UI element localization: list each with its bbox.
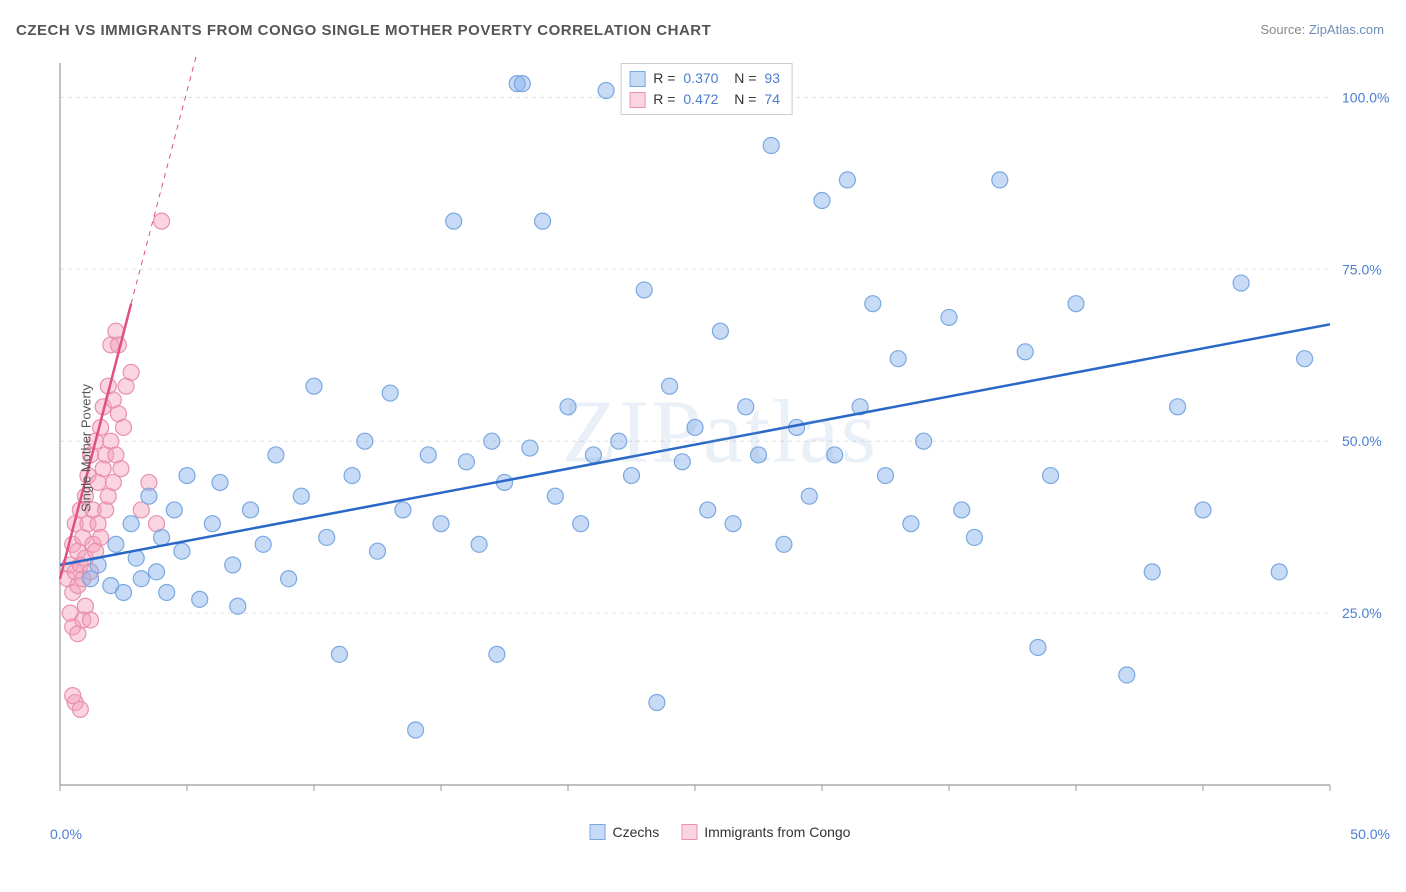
n-value-czechs: 93 [764, 68, 780, 89]
source-prefix: Source: [1260, 22, 1308, 37]
swatch-czechs-bottom [590, 824, 606, 840]
legend-label-czechs: Czechs [613, 824, 660, 840]
swatch-czechs [629, 71, 645, 87]
svg-text:100.0%: 100.0% [1342, 89, 1389, 105]
legend-label-congo: Immigrants from Congo [704, 824, 850, 840]
chart-title: CZECH VS IMMIGRANTS FROM CONGO SINGLE MO… [16, 22, 711, 39]
source-link[interactable]: ZipAtlas.com [1309, 22, 1384, 37]
legend-item-congo: Immigrants from Congo [681, 824, 850, 840]
source-attribution: Source: ZipAtlas.com [1260, 22, 1384, 37]
legend-row-congo: R = 0.472 N = 74 [629, 89, 780, 110]
r-value-czechs: 0.370 [683, 68, 718, 89]
n-value-congo: 74 [764, 89, 780, 110]
x-axis-min-label: 0.0% [50, 826, 82, 842]
legend-item-czechs: Czechs [590, 824, 660, 840]
svg-text:75.0%: 75.0% [1342, 261, 1382, 277]
scatter-plot: 25.0% 50.0% 75.0% 100.0% [50, 55, 1390, 815]
x-axis-max-label: 50.0% [1350, 826, 1390, 842]
series-legend: Czechs Immigrants from Congo [590, 824, 851, 840]
swatch-congo-bottom [681, 824, 697, 840]
swatch-congo [629, 92, 645, 108]
r-value-congo: 0.472 [683, 89, 718, 110]
svg-text:50.0%: 50.0% [1342, 433, 1382, 449]
correlation-legend: R = 0.370 N = 93 R = 0.472 N = 74 [620, 63, 793, 115]
svg-text:25.0%: 25.0% [1342, 605, 1382, 621]
chart-area: Single Mother Poverty 25.0% 50.0% 75.0% 100… [50, 55, 1390, 840]
y-axis-label: Single Mother Poverty [78, 384, 93, 512]
legend-row-czechs: R = 0.370 N = 93 [629, 68, 780, 89]
